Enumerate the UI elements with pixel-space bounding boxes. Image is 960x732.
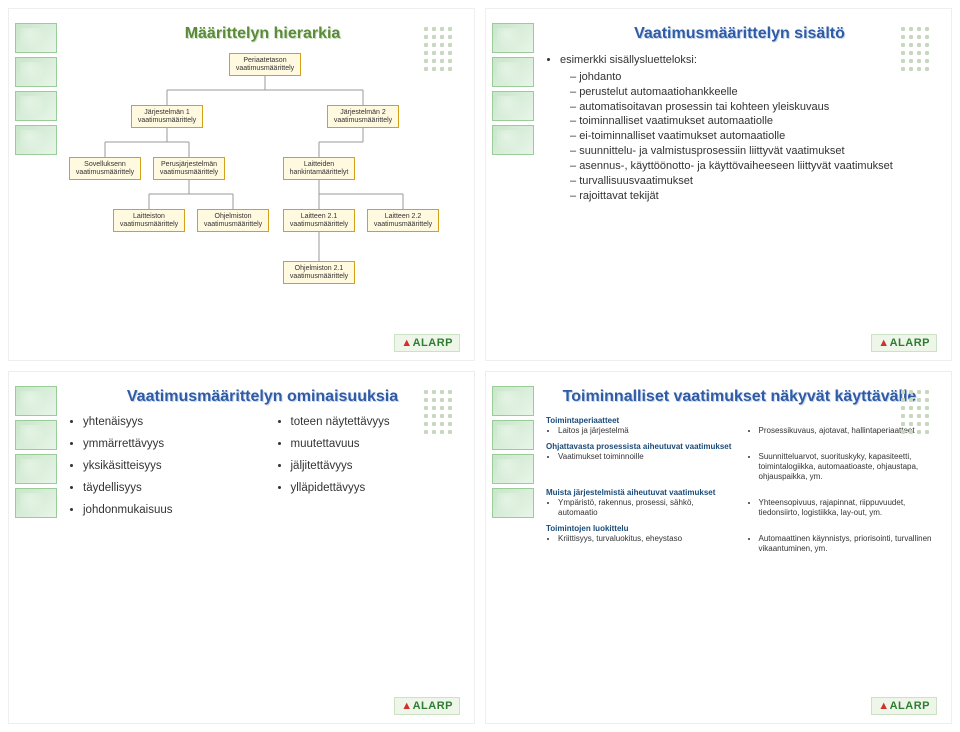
hierarchy-node: Laitteen 2.2 vaatimusmäärittely [367, 209, 439, 232]
section-row: Kriittisyys, turvaluokitus, eheystaso Aut… [546, 534, 933, 554]
logo: ▲ALARP [394, 334, 460, 352]
col-left: yhtenäisyys ymmärrettävyys yksikäsitteisyy… [69, 416, 249, 526]
hierarchy-node: Laitteiden hankintamäärittelyt [283, 157, 355, 180]
thumbnail-strip [492, 386, 534, 518]
list-item: täydellisyys [83, 482, 249, 494]
hierarchy-node: Laitteiston vaatimusmäärittely [113, 209, 185, 232]
slide-functional-req: Toiminnalliset vaatimukset näkyvät käytt… [485, 371, 952, 724]
content-list: esimerkki sisällysluetteloksi: johdantop… [546, 53, 933, 203]
thumb [15, 57, 57, 87]
thumb [492, 23, 534, 53]
thumb [492, 386, 534, 416]
dot-grid [901, 27, 937, 71]
list-item: asennus-, käyttöönotto- ja käyttövaihees… [570, 159, 933, 174]
list-item: Suunnitteluarvot, suorituskyky, kapasite… [759, 452, 934, 482]
section-right: Yhteensopivuus, rajapinnat, riippuvuudet… [747, 498, 934, 518]
hierarchy-chart: Periaatetason vaatimusmäärittely Järjeste… [69, 53, 456, 313]
slide-title: Vaatimusmäärittelyn ominaisuuksia [69, 388, 456, 406]
list-item: automatisoitavan prosessin tai kohteen y… [570, 100, 933, 115]
section-left: Ympäristö, rakennus, prosessi, sähkö, au… [546, 498, 733, 518]
section-header: Toimintojen luokittelu [546, 524, 933, 534]
list-item: johdanto [570, 70, 933, 85]
thumb [492, 420, 534, 450]
hierarchy-node: Järjestelmän 1 vaatimusmäärittely [131, 105, 203, 128]
thumb [15, 91, 57, 121]
list-item: Automaattinen käynnistys, priorisointi, … [759, 534, 934, 554]
list-item: rajoittavat tekijät [570, 189, 933, 204]
list-item: Yhteensopivuus, rajapinnat, riippuvuudet… [759, 498, 934, 518]
thumbnail-strip [15, 23, 57, 155]
thumb [15, 23, 57, 53]
list-item: yksikäsitteisyys [83, 460, 249, 472]
thumb [15, 386, 57, 416]
logo: ▲ALARP [871, 334, 937, 352]
list-item: toiminnalliset vaatimukset automaatiolle [570, 114, 933, 129]
section-row: Ympäristö, rakennus, prosessi, sähkö, au… [546, 498, 933, 518]
section-header: Ohjattavasta prosessista aiheutuvat vaat… [546, 442, 933, 452]
section-row: Vaatimukset toiminnoille Suunnitteluarvot… [546, 452, 933, 482]
list-item: Ympäristö, rakennus, prosessi, sähkö, au… [558, 498, 733, 518]
slide-properties: Vaatimusmäärittelyn ominaisuuksia yhtenä… [8, 371, 475, 724]
thumb [492, 488, 534, 518]
logo: ▲ALARP [871, 697, 937, 715]
section-left: Laitos ja järjestelmä [546, 426, 733, 436]
list-item: Laitos ja järjestelmä [558, 426, 733, 436]
dot-grid [901, 390, 937, 434]
list-item: turvallisuusvaatimukset [570, 174, 933, 189]
thumbnail-strip [492, 23, 534, 155]
list-item: Vaatimukset toiminnoille [558, 452, 733, 462]
list-item: perustelut automaatiohankkeelle [570, 85, 933, 100]
hierarchy-node: Ohjelmiston vaatimusmäärittely [197, 209, 269, 232]
slide-content: Vaatimusmäärittelyn sisältö esimerkki si… [485, 8, 952, 361]
list-item: jäljitettävyys [291, 460, 457, 472]
section-header: Muista järjestelmistä aiheutuvat vaatimu… [546, 488, 933, 498]
section-right: Suunnitteluarvot, suorituskyky, kapasite… [747, 452, 934, 482]
hierarchy-node: Ohjelmiston 2.1 vaatimusmäärittely [283, 261, 355, 284]
hierarchy-node: Periaatetason vaatimusmäärittely [229, 53, 301, 76]
list-item: johdonmukaisuus [83, 504, 249, 516]
list-item: ei-toiminnalliset vaatimukset automaatio… [570, 129, 933, 144]
thumb [492, 125, 534, 155]
logo: ▲ALARP [394, 697, 460, 715]
thumb [492, 57, 534, 87]
list-item: muutettavuus [291, 438, 457, 450]
section-header: Toimintaperiaatteet [546, 416, 933, 426]
hierarchy-node: Sovelluksenn vaatimusmäärittely [69, 157, 141, 180]
slide-hierarchy: Määrittelyn hierarkia Periaatetason vaat… [8, 8, 475, 361]
slide-title: Vaatimusmäärittelyn sisältö [546, 25, 933, 43]
hierarchy-node: Järjestelmän 2 vaatimusmäärittely [327, 105, 399, 128]
requirements-sections: ToimintaperiaatteetLaitos ja järjestelmä… [546, 416, 933, 554]
list-item: ymmärrettävyys [83, 438, 249, 450]
slide-title: Toiminnalliset vaatimukset näkyvät käytt… [546, 388, 933, 406]
list-item: ylläpidettävyys [291, 482, 457, 494]
section-left: Kriittisyys, turvaluokitus, eheystaso [546, 534, 733, 554]
properties-columns: yhtenäisyys ymmärrettävyys yksikäsitteisyy… [69, 416, 456, 526]
list-item: suunnittelu- ja valmistusprosessiin liit… [570, 144, 933, 159]
dot-grid [424, 390, 460, 434]
list-item: yhtenäisyys [83, 416, 249, 428]
section-right: Automaattinen käynnistys, priorisointi, … [747, 534, 934, 554]
list-item: Kriittisyys, turvaluokitus, eheystaso [558, 534, 733, 544]
thumb [15, 488, 57, 518]
section-row: Laitos ja järjestelmäProsessikuvaus, ajo… [546, 426, 933, 436]
thumb [15, 420, 57, 450]
thumb [492, 91, 534, 121]
section-left: Vaatimukset toiminnoille [546, 452, 733, 482]
slide-title: Määrittelyn hierarkia [69, 25, 456, 43]
thumb [492, 454, 534, 484]
thumb [15, 125, 57, 155]
thumb [15, 454, 57, 484]
lead-text: esimerkki sisällysluetteloksi: [560, 54, 697, 66]
hierarchy-node: Perusjärjestelmän vaatimusmäärittely [153, 157, 225, 180]
thumbnail-strip [15, 386, 57, 518]
hierarchy-node: Laitteen 2.1 vaatimusmäärittely [283, 209, 355, 232]
